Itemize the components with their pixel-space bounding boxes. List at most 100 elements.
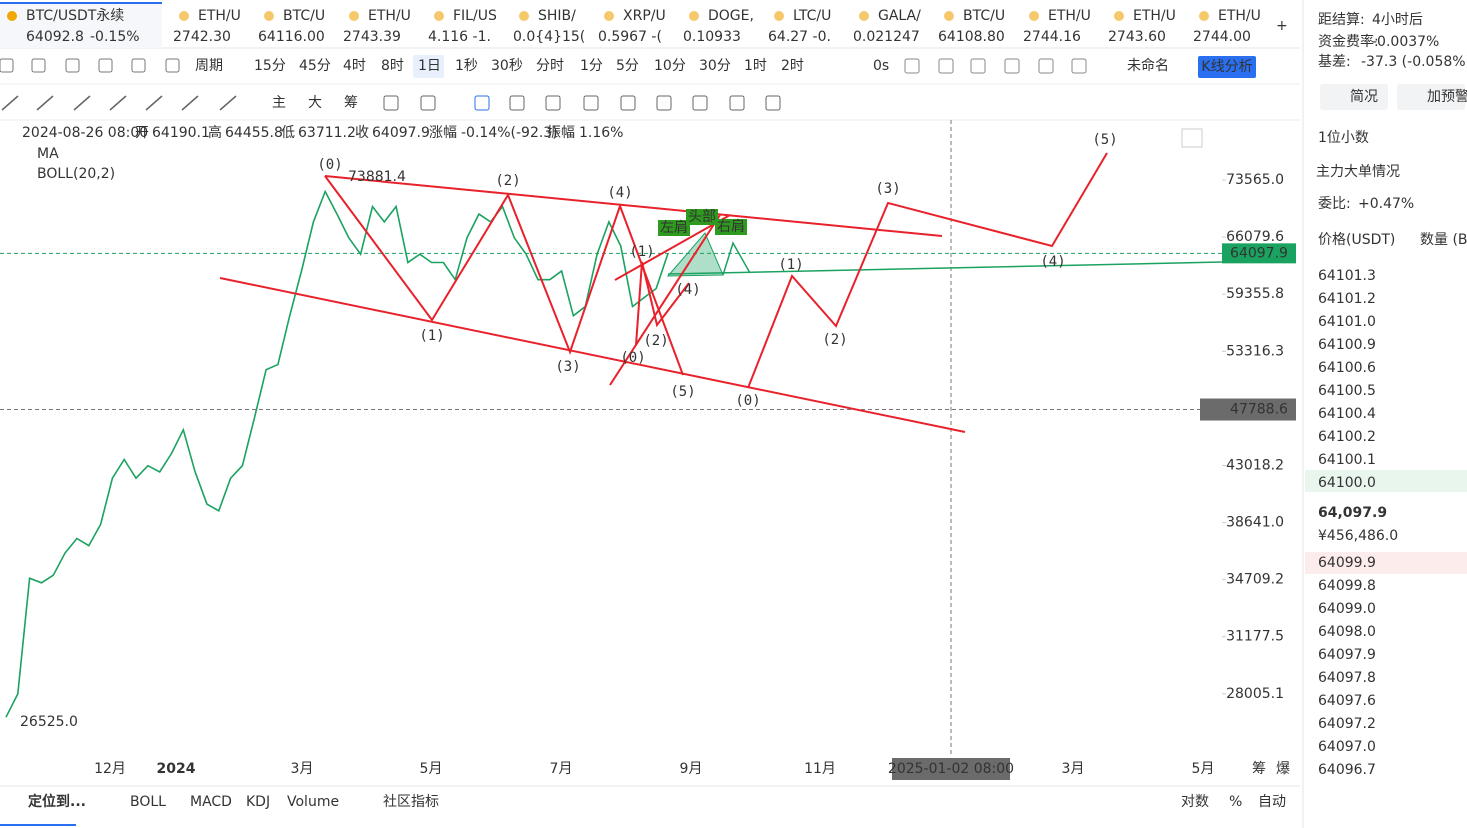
info-item: 2024-08-26 08:00 bbox=[22, 125, 148, 141]
scale-button[interactable]: 自动 bbox=[1258, 794, 1286, 810]
add-ticker[interactable]: + bbox=[1276, 18, 1288, 34]
scale-button[interactable]: 对数 bbox=[1181, 794, 1209, 810]
bid-price: 64097.2 bbox=[1318, 716, 1376, 732]
draw-tool-icon[interactable] bbox=[509, 95, 525, 111]
draw-tool-icon[interactable] bbox=[420, 95, 436, 111]
interval[interactable]: 5分 bbox=[616, 58, 639, 74]
ticker-name[interactable]: GALA/ bbox=[878, 8, 921, 24]
locate-button[interactable]: 定位到... bbox=[28, 793, 86, 810]
ticker-price: 2742.30 bbox=[173, 29, 231, 45]
toolbar-icon[interactable] bbox=[165, 58, 180, 73]
ticker-name[interactable]: LTC/U bbox=[793, 8, 831, 24]
ticker-name[interactable]: ETH/U bbox=[1048, 8, 1091, 24]
channel-lower bbox=[219, 277, 966, 433]
toolbar-icon[interactable] bbox=[98, 58, 113, 73]
toolbar-icon[interactable] bbox=[31, 58, 46, 73]
indicator-button[interactable]: Volume bbox=[287, 794, 339, 810]
interval[interactable]: 8时 bbox=[381, 58, 404, 74]
y-tick-label: 66079.6 bbox=[1226, 229, 1284, 245]
wave-line bbox=[324, 175, 684, 376]
ticker-name[interactable]: SHIB/ bbox=[538, 8, 576, 24]
draw-tool-icon[interactable] bbox=[145, 95, 163, 111]
panel-button-label[interactable]: 简况 bbox=[1350, 88, 1378, 105]
draw-tool-icon[interactable] bbox=[181, 95, 199, 111]
ticker-name[interactable]: ETH/U bbox=[368, 8, 411, 24]
scale-button[interactable]: % bbox=[1229, 794, 1242, 810]
interval[interactable]: 10分 bbox=[654, 58, 686, 74]
draw-tool-icon[interactable] bbox=[73, 95, 91, 111]
interval[interactable]: 1秒 bbox=[455, 58, 478, 74]
toolbar-icon[interactable] bbox=[0, 58, 14, 73]
community-button[interactable]: 社区指标 bbox=[383, 794, 439, 810]
ticker-icon bbox=[1029, 11, 1039, 21]
x-tick-label: 2024 bbox=[157, 761, 196, 777]
toolbar-icon[interactable] bbox=[970, 58, 986, 74]
toolbar-icon[interactable] bbox=[65, 58, 80, 73]
indicator-button[interactable]: BOLL bbox=[130, 794, 166, 810]
ticker-name[interactable]: ETH/U bbox=[198, 8, 241, 24]
ticker-icon bbox=[859, 11, 869, 21]
panel-button-label[interactable]: 加预警 bbox=[1427, 89, 1467, 105]
interval[interactable]: 15分 bbox=[254, 58, 286, 74]
draw-tool-icon[interactable] bbox=[219, 95, 237, 111]
layout-name[interactable]: 未命名 bbox=[1127, 57, 1169, 74]
big-orders-link[interactable]: 主力大单情况 bbox=[1316, 164, 1400, 180]
ticker-name[interactable]: FIL/US bbox=[453, 8, 497, 24]
draw-tool[interactable]: 筹 bbox=[344, 94, 358, 111]
draw-tool-icon[interactable] bbox=[545, 95, 561, 111]
analysis-button[interactable] bbox=[1198, 56, 1256, 78]
analysis-button-label[interactable]: K线分析 bbox=[1201, 59, 1252, 75]
interval[interactable]: 4时 bbox=[343, 58, 366, 74]
bid-price: 64097.0 bbox=[1318, 739, 1376, 755]
draw-tool-icon[interactable] bbox=[692, 95, 708, 111]
period-select[interactable]: 周期 bbox=[195, 58, 223, 74]
interval[interactable]: 45分 bbox=[299, 58, 331, 74]
toolbar-icon[interactable] bbox=[1004, 58, 1020, 74]
decimals-select[interactable]: 1位小数 bbox=[1318, 130, 1369, 146]
toolbar-icon[interactable] bbox=[1071, 58, 1087, 74]
draw-tool-icon[interactable] bbox=[620, 95, 636, 111]
interval[interactable]: 1日 bbox=[418, 58, 441, 74]
draw-tool-icon[interactable] bbox=[656, 95, 672, 111]
panel-button[interactable] bbox=[1397, 84, 1465, 110]
draw-tool-icon[interactable] bbox=[583, 95, 599, 111]
draw-tool-icon[interactable] bbox=[36, 95, 54, 111]
fullscreen-icon[interactable] bbox=[1181, 128, 1203, 148]
draw-tool-icon[interactable] bbox=[383, 95, 399, 111]
axis-button[interactable]: 筹 bbox=[1252, 760, 1266, 777]
draw-tool-icon[interactable] bbox=[1, 95, 19, 111]
wave-label: (2) bbox=[495, 173, 520, 189]
interval[interactable]: 1时 bbox=[744, 58, 767, 74]
draw-tool-icon[interactable] bbox=[474, 95, 490, 111]
draw-tool-icon[interactable] bbox=[729, 95, 745, 111]
axis-button[interactable]: 爆 bbox=[1276, 761, 1290, 777]
draw-tool[interactable]: 主 bbox=[272, 95, 286, 111]
interval[interactable]: 30秒 bbox=[491, 58, 523, 74]
ticker-name[interactable]: BTC/U bbox=[963, 8, 1005, 24]
indicator-button[interactable]: KDJ bbox=[246, 794, 270, 810]
ticker-name[interactable]: XRP/U bbox=[623, 8, 666, 24]
indicator-label[interactable]: BOLL(20,2) bbox=[37, 166, 115, 182]
ticker-name[interactable]: ETH/U bbox=[1218, 8, 1261, 24]
toolbar-icon[interactable] bbox=[904, 58, 920, 74]
ticker-name[interactable]: ETH/U bbox=[1133, 8, 1176, 24]
draw-tool[interactable]: 大 bbox=[308, 95, 322, 111]
y-tick-label: 59355.8 bbox=[1226, 286, 1284, 302]
draw-tool-icon[interactable] bbox=[109, 95, 127, 111]
interval[interactable]: 1分 bbox=[580, 58, 603, 74]
toolbar-icon[interactable] bbox=[1038, 58, 1054, 74]
pattern-label: 头部 bbox=[688, 209, 716, 225]
ticker-name[interactable]: BTC/U bbox=[283, 8, 325, 24]
indicator-label[interactable]: MA bbox=[37, 146, 59, 162]
toolbar-icon[interactable] bbox=[938, 58, 954, 74]
interval[interactable]: 分时 bbox=[536, 58, 564, 74]
interval[interactable]: 2时 bbox=[781, 58, 804, 74]
ticker-name[interactable]: BTC/USDT永续 bbox=[26, 7, 124, 24]
ticker-price: 2744.00 bbox=[1193, 29, 1251, 45]
panel-button[interactable] bbox=[1320, 84, 1388, 110]
interval[interactable]: 30分 bbox=[699, 58, 731, 74]
draw-tool-icon[interactable] bbox=[765, 95, 781, 111]
toolbar-icon[interactable] bbox=[131, 58, 146, 73]
indicator-button[interactable]: MACD bbox=[190, 794, 232, 810]
ticker-name[interactable]: DOGE, bbox=[708, 8, 754, 24]
